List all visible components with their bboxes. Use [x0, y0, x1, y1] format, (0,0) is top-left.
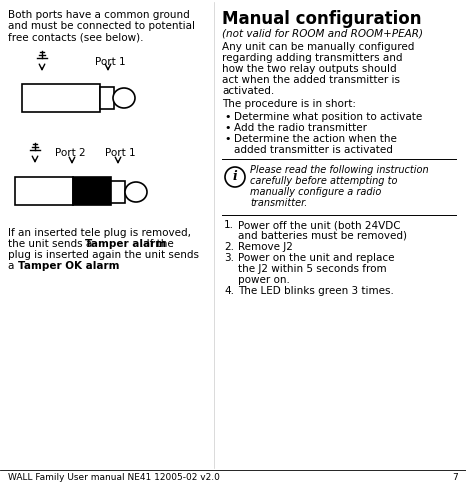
Text: 2.: 2. [224, 242, 234, 252]
Text: •: • [224, 112, 231, 122]
Text: a: a [8, 261, 18, 271]
Text: plug is inserted again the unit sends: plug is inserted again the unit sends [8, 250, 199, 260]
Text: Tamper OK alarm: Tamper OK alarm [18, 261, 119, 271]
Text: Add the radio transmitter: Add the radio transmitter [234, 123, 367, 133]
Text: 3.: 3. [224, 253, 234, 263]
Text: act when the added transmitter is: act when the added transmitter is [222, 75, 400, 85]
Text: Port 1: Port 1 [105, 148, 136, 158]
Text: The procedure is in short:: The procedure is in short: [222, 99, 356, 109]
Text: added transmitter is activated: added transmitter is activated [234, 145, 393, 155]
Bar [111, 181, 125, 203]
Ellipse shape [113, 88, 135, 108]
Circle shape [225, 167, 245, 187]
Text: transmitter.: transmitter. [250, 198, 308, 208]
Text: .: . [88, 261, 91, 271]
Text: . If the: . If the [140, 239, 174, 249]
Text: how the two relay outputs should: how the two relay outputs should [222, 64, 397, 74]
Text: (not valid for ROOM and ROOM+PEAR): (not valid for ROOM and ROOM+PEAR) [222, 28, 423, 38]
Text: Manual configuration: Manual configuration [222, 10, 422, 28]
Bar [100, 87, 114, 109]
Text: i: i [233, 170, 237, 183]
Text: and batteries must be removed): and batteries must be removed) [238, 231, 407, 241]
Text: 1.: 1. [224, 220, 234, 230]
Text: The LED blinks green 3 times.: The LED blinks green 3 times. [238, 286, 394, 296]
Text: Both ports have a common ground: Both ports have a common ground [8, 10, 190, 20]
Text: 7: 7 [452, 472, 458, 482]
Text: If an inserted tele plug is removed,: If an inserted tele plug is removed, [8, 228, 191, 238]
Bar [15, 177, 73, 205]
Text: manually configure a radio: manually configure a radio [250, 187, 381, 197]
Text: and must be connected to potential: and must be connected to potential [8, 21, 195, 31]
Text: regarding adding transmitters and: regarding adding transmitters and [222, 53, 403, 63]
Text: free contacts (see below).: free contacts (see below). [8, 32, 144, 42]
Text: the J2 within 5 seconds from: the J2 within 5 seconds from [238, 264, 387, 274]
Text: power on.: power on. [238, 275, 290, 285]
Text: Port 2: Port 2 [55, 148, 86, 158]
Text: Port 1: Port 1 [95, 57, 126, 67]
Text: carefully before attempting to: carefully before attempting to [250, 176, 397, 186]
Text: Tamper alarm: Tamper alarm [85, 239, 166, 249]
Text: •: • [224, 123, 231, 133]
Text: Power on the unit and replace: Power on the unit and replace [238, 253, 395, 263]
Text: 4.: 4. [224, 286, 234, 296]
Text: Any unit can be manually configured: Any unit can be manually configured [222, 42, 414, 52]
Text: WALL Family User manual NE41 12005-02 v2.0: WALL Family User manual NE41 12005-02 v2… [8, 472, 220, 482]
Bar [22, 84, 100, 112]
Text: Remove J2: Remove J2 [238, 242, 293, 252]
Ellipse shape [125, 182, 147, 202]
Text: Please read the following instruction: Please read the following instruction [250, 165, 429, 175]
Text: •: • [224, 134, 231, 144]
Text: Power off the unit (both 24VDC: Power off the unit (both 24VDC [238, 220, 401, 230]
Text: activated.: activated. [222, 86, 274, 96]
Text: Determine the action when the: Determine the action when the [234, 134, 397, 144]
Text: the unit sends a: the unit sends a [8, 239, 96, 249]
Bar [73, 177, 111, 205]
Text: Determine what position to activate: Determine what position to activate [234, 112, 422, 122]
